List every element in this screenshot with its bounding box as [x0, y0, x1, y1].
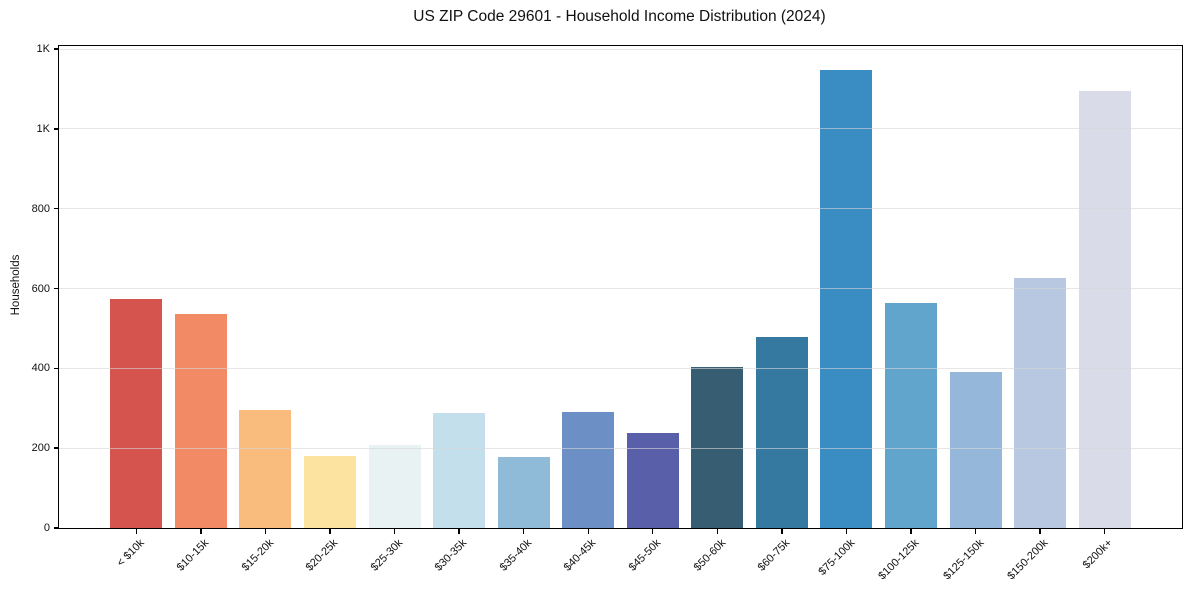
x-tick-mark: [1039, 529, 1041, 534]
gridline: [59, 48, 1182, 50]
x-tick-mark: [329, 529, 331, 534]
gridline: [59, 128, 1182, 130]
x-tick-label: $50-60k: [691, 537, 728, 574]
x-tick-mark: [458, 529, 460, 534]
x-tick-label: $150-200k: [1005, 537, 1051, 583]
chart-title: US ZIP Code 29601 - Household Income Dis…: [413, 8, 826, 25]
x-tick-label: $200k+: [1080, 537, 1116, 572]
x-tick-label: $60-75k: [755, 537, 793, 574]
y-axis-label: Households: [10, 254, 22, 316]
y-tick-mark: [54, 48, 58, 50]
x-tick-mark: [264, 529, 267, 534]
bar-15-20k: [239, 410, 292, 528]
y-tick-label: 600: [31, 282, 50, 295]
bar-100-125k: [885, 302, 938, 528]
x-tick-label: $15-20k: [239, 537, 276, 574]
x-tick-mark: [135, 529, 137, 534]
x-tick-mark: [910, 529, 912, 534]
y-tick-label: 400: [31, 362, 50, 375]
x-tick-label: $20-25k: [303, 537, 341, 574]
bar-10-15k: [174, 314, 227, 528]
x-tick-mark: [845, 529, 848, 534]
x-tick-label: $100-125k: [876, 537, 922, 583]
x-tick-label: $75-100k: [816, 537, 857, 578]
y-tick-mark: [54, 287, 58, 290]
x-tick-label: $30-35k: [432, 537, 470, 574]
y-tick-label: 1K: [36, 122, 50, 135]
plot-area: 0 200 400 600 800 1K 1K < $10k $10-15k $15-20k $2…: [32, 43, 1183, 582]
bar-200k: [1078, 91, 1131, 528]
y-tick-label: 1K: [36, 43, 50, 56]
bar-40-45k: [562, 411, 615, 528]
x-tick-mark: [522, 529, 525, 534]
bar-35-40k: [497, 456, 550, 528]
bar-125-150k: [949, 372, 1002, 528]
x-tick-mark: [974, 529, 977, 534]
x-tick-label: $125-150k: [940, 537, 987, 583]
x-tick-mark: [1104, 529, 1106, 534]
y-tick-label: 200: [31, 442, 50, 455]
bar-30-35k: [433, 412, 486, 528]
bar-10k: [110, 298, 163, 528]
bar-20-25k: [303, 456, 356, 528]
y-tick-mark: [54, 367, 58, 370]
bar-75-100k: [820, 69, 873, 528]
x-tick-mark: [652, 529, 654, 534]
y-tick-mark: [54, 128, 58, 130]
x-tick-label: $25-30k: [368, 537, 406, 574]
x-tick-label: $40-45k: [562, 537, 599, 574]
y-tick-mark: [54, 208, 58, 210]
gridline: [59, 208, 1182, 210]
bar-50-60k: [691, 366, 744, 528]
bar-150-200k: [1014, 278, 1067, 528]
bar-45-50k: [626, 432, 679, 528]
x-tick-mark: [393, 529, 396, 534]
x-tick-mark: [781, 529, 783, 534]
y-tick-label: 800: [31, 202, 50, 215]
x-tick-label: $45-50k: [626, 537, 664, 574]
y-tick-label: 0: [43, 522, 50, 534]
x-tick-mark: [716, 529, 719, 534]
y-tick-mark: [54, 527, 58, 529]
bar-25-30k: [368, 445, 421, 528]
bar-60-75k: [755, 336, 808, 528]
x-tick-label: < $10k: [114, 537, 147, 570]
x-tick-label: $10-15k: [174, 537, 212, 574]
y-tick-mark: [54, 447, 58, 449]
x-tick-label: $35-40k: [497, 537, 535, 574]
x-tick-mark: [200, 529, 202, 534]
x-tick-mark: [587, 529, 589, 534]
